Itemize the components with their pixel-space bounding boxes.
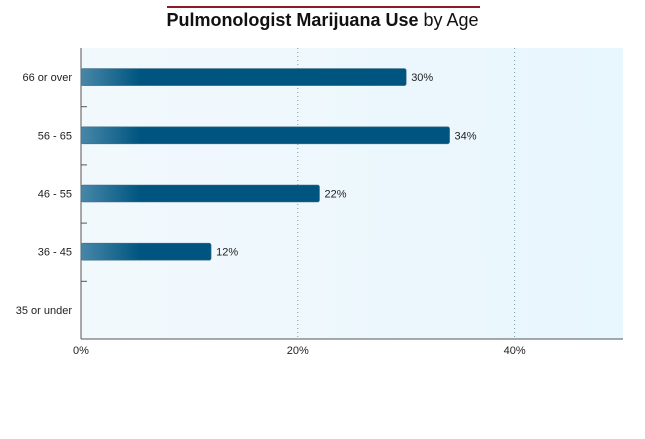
bar bbox=[80, 184, 320, 203]
x-tick-label: 40% bbox=[504, 345, 526, 357]
title-accent-rule bbox=[167, 6, 480, 8]
y-tick-label: 56 - 65 bbox=[38, 130, 72, 142]
x-tick-label: 20% bbox=[287, 345, 309, 357]
bar bbox=[80, 242, 212, 261]
chart-title-main: Pulmonologist Marijuana Use bbox=[166, 10, 419, 30]
x-tick-label: 0% bbox=[73, 345, 89, 357]
y-tick-label: 36 - 45 bbox=[38, 247, 72, 259]
data-label: 22% bbox=[324, 189, 346, 201]
bar bbox=[80, 126, 450, 145]
data-label: 12% bbox=[216, 247, 238, 259]
bar bbox=[80, 68, 407, 86]
y-tick-label: 35 or under bbox=[16, 305, 73, 317]
chart-title: Pulmonologist Marijuana Use by Age bbox=[0, 10, 645, 31]
y-tick-label: 66 or over bbox=[22, 72, 72, 84]
chart-title-sub: by Age bbox=[423, 10, 479, 30]
y-tick-label: 46 - 55 bbox=[38, 189, 72, 201]
data-label: 34% bbox=[455, 130, 477, 142]
data-label: 30% bbox=[411, 72, 433, 84]
